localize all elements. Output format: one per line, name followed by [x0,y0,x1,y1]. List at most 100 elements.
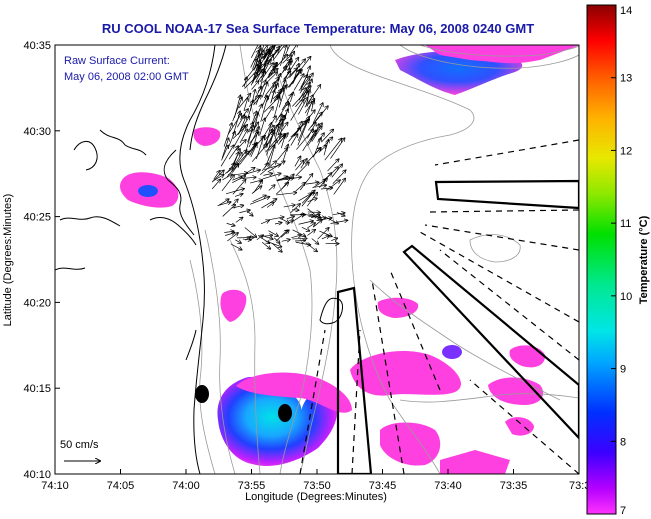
current-vector [291,235,301,239]
colorbar-tick-label: 11 [620,218,631,230]
current-vector [227,131,235,149]
current-vector [212,175,223,182]
current-vector [312,180,325,189]
current-vector [273,97,280,118]
current-vector [280,80,285,92]
current-vector [232,152,239,166]
current-vector [224,231,234,232]
current-vector [276,74,280,85]
colorbar-tick-label: 12 [620,145,632,157]
current-vector [247,126,254,143]
x-tick-label: 73:50 [303,480,331,492]
current-vector [323,137,332,147]
map-title: RU COOL NOAA-17 Sea Surface Temperature:… [102,21,534,36]
current-vector [268,185,275,191]
current-vector [332,170,346,184]
current-vector [295,122,302,135]
current-vector [299,174,312,191]
current-vector [318,146,326,153]
current-vector [278,135,285,145]
x-tick-label: 73:45 [369,480,397,492]
colorbar-tick-label: 13 [620,73,632,85]
current-vector [263,173,272,175]
colorbar-tick-label: 14 [620,5,632,17]
sst-patch-southwest-edge [236,372,352,413]
coastline [55,45,343,474]
colorbar-tick-label: 9 [620,364,626,376]
current-vector [226,164,239,178]
x-axis-label: Longitude (Degrees:Minutes) [245,491,387,503]
y-tick-label: 40:25 [23,212,51,224]
current-vector [307,212,320,213]
y-tick-label: 40:15 [23,383,51,395]
current-vector [221,138,228,159]
current-vector [321,236,329,240]
y-axis: 40:35 40:30 40:25 40:20 40:15 40:10 [23,40,60,481]
current-vector [239,143,256,165]
surface-current-vectors [211,45,347,252]
x-tick-label: 74:05 [107,480,135,492]
current-vector [238,93,251,109]
y-tick-label: 40:30 [23,126,51,138]
current-vector [288,45,297,56]
current-vector [277,122,283,135]
current-vector [223,123,232,147]
current-vector [296,129,313,150]
x-tick-label: 74:00 [172,480,200,492]
y-axis-label: Latitude (Degrees:Minutes) [2,194,14,327]
sst-patch-small-1 [193,127,221,146]
current-vector [293,74,304,91]
current-vector [280,45,286,66]
current-vector [331,238,337,240]
sst-patch-west-core [138,185,158,197]
current-vector [286,216,294,219]
current-vector [313,138,322,158]
colorbar-ticks: 14 13 12 11 10 9 8 7 [611,4,632,517]
station-marker [195,385,209,403]
current-vector [269,125,275,135]
current-vector [272,92,280,100]
colorbar-tick-label: 8 [620,436,626,448]
current-vector [301,227,310,231]
current-vector [243,98,248,111]
colorbar-label: Temperature (°C) [638,215,650,304]
sst-patch-small-2 [220,289,247,322]
current-vector [234,194,243,197]
current-vector [218,199,229,206]
current-vector [276,115,283,127]
current-vector [295,92,308,108]
current-vector [269,50,279,61]
x-tick-label: 73:55 [238,480,266,492]
current-vector [250,50,259,68]
current-label: Raw Surface Current: [64,55,170,67]
map-layer [55,45,579,474]
current-vector [226,223,235,225]
current-vector [266,202,274,208]
current-vector [291,214,304,223]
current-vector [259,161,276,176]
current-vector [259,63,273,82]
station-marker [278,404,292,422]
current-vector [307,230,315,236]
x-tick-label: 73:35 [500,480,528,492]
current-vector [257,72,277,92]
current-vector [263,50,270,72]
current-vector [225,189,244,195]
current-vector [238,116,246,135]
current-vector [267,161,285,173]
current-vector [306,193,317,207]
current-vector [283,45,291,60]
current-vector [264,77,279,97]
current-vector [278,86,286,108]
current-vector [305,110,315,122]
current-vector [265,123,271,146]
current-vector [298,97,307,115]
current-vector [259,118,265,136]
current-vector [290,92,293,103]
current-vector [230,243,242,250]
current-vector [297,120,309,146]
current-vector [227,233,238,242]
current-vector [275,102,288,123]
current-vector [261,163,268,172]
current-vector [261,241,270,249]
